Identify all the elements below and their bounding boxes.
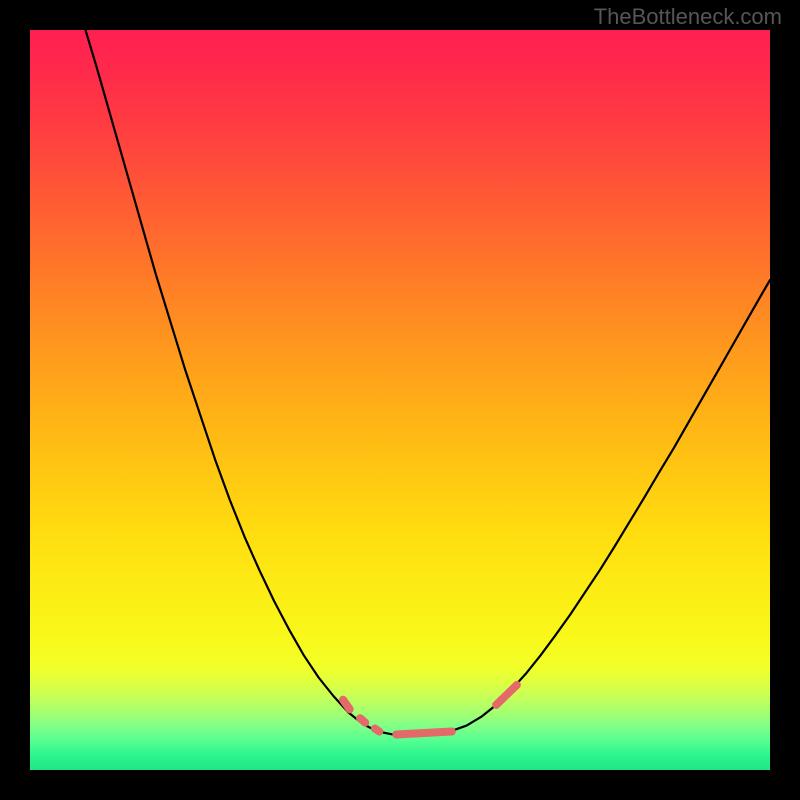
marker-segment-0 — [343, 700, 350, 710]
marker-segment-3 — [396, 732, 452, 735]
bottleneck-curve-chart — [0, 0, 800, 800]
marker-segment-2 — [375, 729, 379, 732]
plot-area — [30, 30, 770, 770]
watermark-text: TheBottleneck.com — [594, 4, 782, 30]
chart-container: TheBottleneck.com — [0, 0, 800, 800]
marker-segment-1 — [360, 718, 365, 722]
